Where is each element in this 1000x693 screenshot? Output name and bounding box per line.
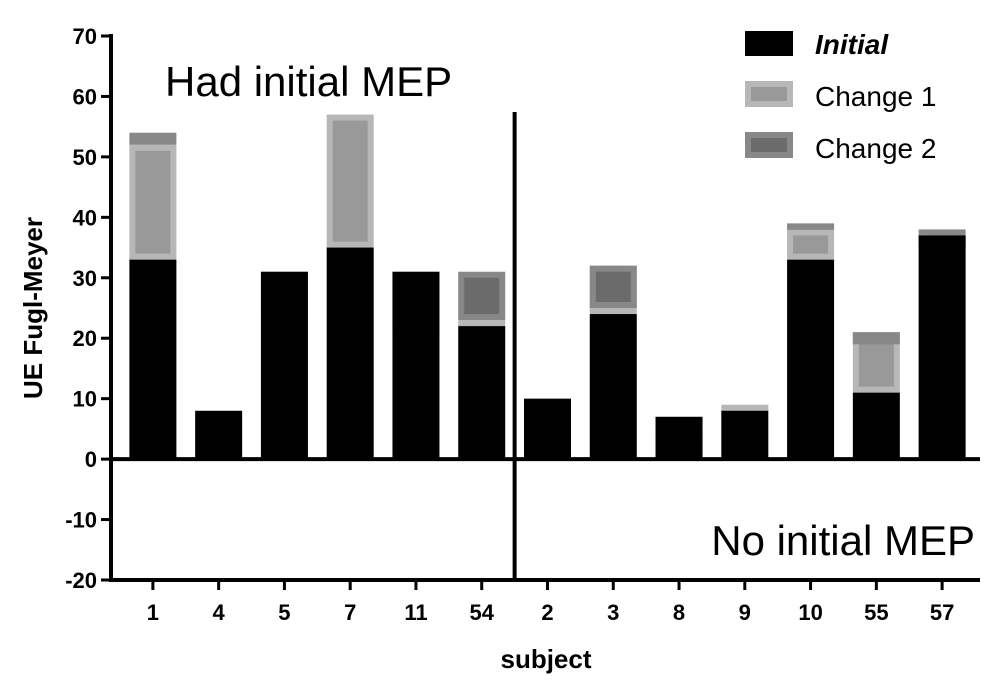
x-tick-label: 57: [930, 600, 954, 625]
annotations-layer: Had initial MEP No initial MEP: [165, 58, 975, 564]
y-tick-label: -10: [65, 508, 97, 533]
bar-initial-subject-8: [655, 416, 703, 460]
bar-initial-subject-1: [129, 259, 177, 460]
bar-change-2-subject-54: [458, 271, 506, 321]
bars-layer: [129, 114, 966, 460]
bar-change-2-subject-1: [129, 132, 177, 145]
bar-change-2-subject-10: [787, 223, 835, 230]
bar-change-1-subject-7: [326, 114, 374, 248]
x-tick-label: 3: [607, 600, 619, 625]
bar-change-1-subject-10: [787, 229, 835, 260]
bar-change-2-subject-55: [852, 332, 900, 345]
x-tick-label: 8: [673, 600, 685, 625]
annotation-had-initial-mep: Had initial MEP: [165, 58, 452, 105]
legend-label-change-1: Change 1: [815, 81, 936, 112]
annotation-no-initial-mep: No initial MEP: [711, 517, 975, 564]
x-tick-label: 2: [541, 600, 553, 625]
y-axis-title: UE Fugl-Meyer: [18, 217, 48, 399]
legend-label-change-2: Change 2: [815, 133, 936, 164]
bar-initial-subject-57: [918, 235, 966, 460]
bar-initial-subject-9: [721, 410, 769, 460]
legend-label-initial: Initial: [815, 29, 889, 60]
bar-initial-subject-10: [787, 259, 835, 460]
x-tick-label: 10: [798, 600, 822, 625]
x-tick-label: 11: [404, 600, 427, 625]
y-tick-label: 20: [73, 326, 97, 351]
x-axis-title: subject: [500, 644, 591, 674]
bar-change-2-subject-3: [589, 265, 637, 309]
bar-change-1-subject-9: [721, 404, 769, 412]
x-tick-label: 1: [147, 600, 159, 625]
x-tick-label: 7: [344, 600, 356, 625]
y-tick-label: 10: [73, 387, 97, 412]
bar-initial-subject-7: [326, 247, 374, 460]
y-tick-label: 30: [73, 266, 97, 291]
y-tick-label: 60: [73, 84, 97, 109]
bar-change-1-subject-54: [458, 320, 506, 327]
x-tick-label: 9: [739, 600, 751, 625]
legend-swatch-change-2: [745, 132, 793, 158]
bar-change-1-subject-1: [129, 144, 177, 260]
bar-initial-subject-5: [260, 271, 308, 460]
bar-initial-subject-55: [852, 392, 900, 460]
bar-initial-subject-2: [524, 398, 571, 460]
legend: Initial Change 1 Change 2: [745, 29, 936, 164]
x-tick-label: 5: [278, 600, 290, 625]
bar-initial-subject-11: [392, 271, 440, 460]
legend-swatch-initial: [745, 31, 793, 56]
x-tick-label: 54: [469, 600, 494, 625]
y-tick-label: 70: [73, 24, 97, 49]
bar-initial-subject-3: [589, 314, 637, 460]
y-tick-label: -20: [65, 568, 97, 593]
bar-initial-subject-4: [195, 410, 243, 460]
y-tick-label: 0: [85, 447, 97, 472]
bar-initial-subject-54: [458, 326, 506, 460]
x-tick-label: 4: [213, 600, 226, 625]
x-tick-label: 55: [864, 600, 888, 625]
y-tick-label: 50: [73, 145, 97, 170]
legend-swatch-change-1: [745, 81, 793, 107]
y-tick-label: 40: [73, 205, 97, 230]
